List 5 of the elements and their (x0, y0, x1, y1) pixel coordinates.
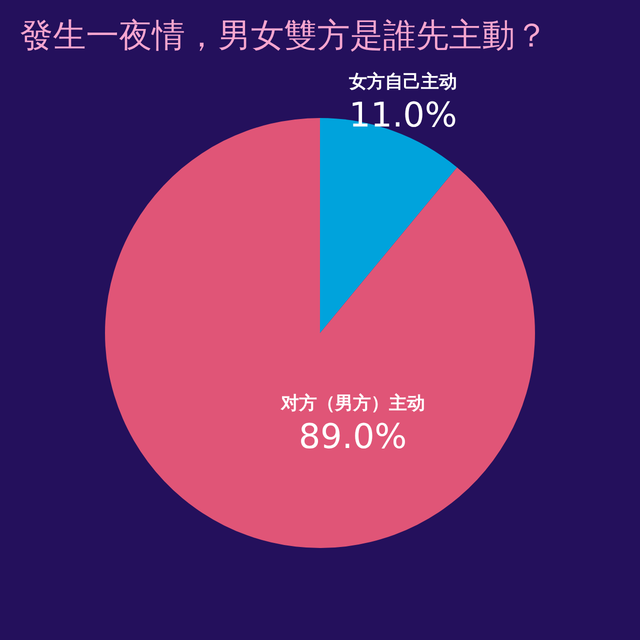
data-label: 11.0% (348, 95, 457, 136)
data-label: 89.0% (298, 417, 407, 458)
slice-label: 女方自己主动 (348, 71, 457, 92)
chart-title: 發生一夜情，男女雙方是誰先主動？ (20, 15, 548, 54)
slice-label: 对方（男方）主动 (280, 393, 425, 414)
